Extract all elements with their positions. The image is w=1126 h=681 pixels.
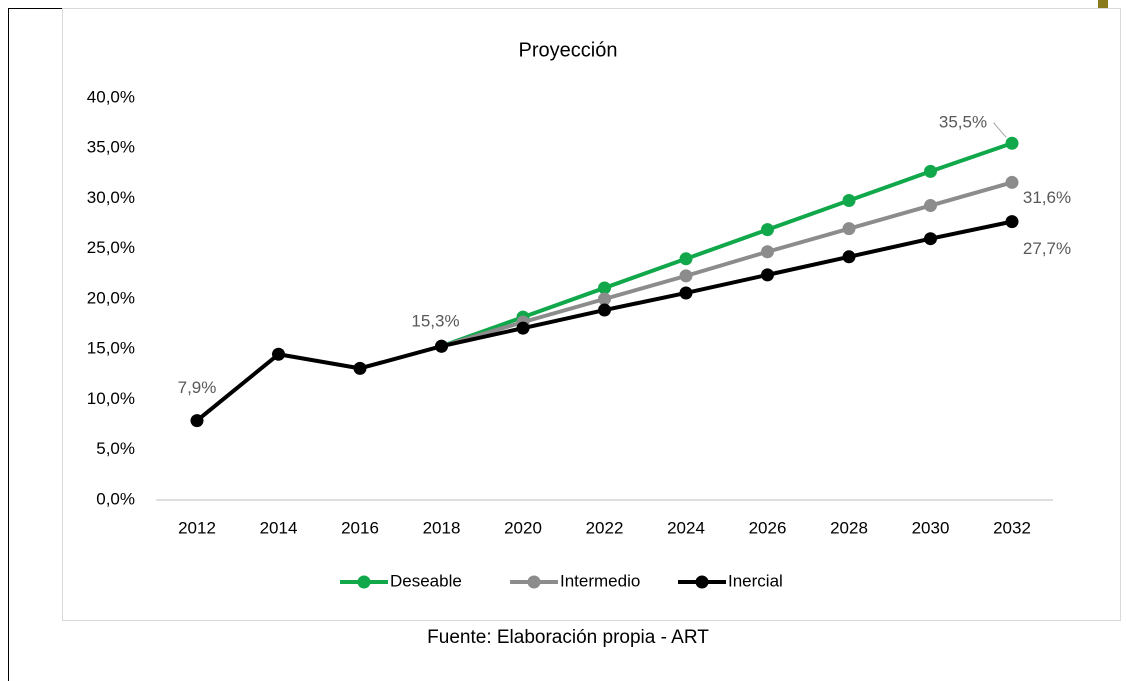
x-tick-label: 2018: [423, 518, 461, 537]
legend-marker: [695, 575, 709, 589]
legend-marker: [527, 575, 541, 589]
corner-decoration: [1098, 0, 1108, 8]
x-tick-label: 2020: [504, 518, 542, 537]
data-label: 7,9%: [178, 378, 217, 397]
x-tick-label: 2028: [830, 518, 868, 537]
point: [761, 245, 774, 259]
point: [842, 194, 856, 208]
chart-frame: [62, 8, 1121, 621]
data-label: 35,5%: [939, 113, 987, 132]
point: [598, 303, 611, 317]
series-line: [440, 180, 1013, 349]
point: [679, 269, 693, 283]
y-tick-label: 5,0%: [96, 439, 135, 458]
y-tick-label: 30,0%: [87, 188, 135, 207]
y-tick-label: 20,0%: [87, 288, 135, 307]
point: [435, 339, 448, 353]
point: [1005, 136, 1019, 150]
x-tick-label: 2030: [912, 518, 950, 537]
leader-line: [992, 122, 1007, 138]
data-label: 15,3%: [411, 312, 459, 331]
x-tick-label: 2022: [586, 518, 624, 537]
point: [598, 292, 611, 306]
x-tick-label: 2032: [993, 518, 1031, 537]
point: [761, 268, 774, 282]
series-line: [440, 141, 1013, 349]
point: [353, 361, 367, 375]
legend-label: Intermedio: [560, 571, 640, 590]
point: [924, 199, 937, 213]
chart-title: Proyección: [519, 39, 618, 61]
y-tick-label: 35,0%: [87, 138, 135, 157]
legend-marker: [357, 575, 371, 589]
x-tick-label: 2016: [341, 518, 379, 537]
y-tick-label: 10,0%: [87, 389, 135, 408]
point: [190, 414, 204, 428]
y-tick-label: 25,0%: [87, 238, 135, 257]
point: [842, 250, 856, 264]
point: [516, 321, 530, 335]
point: [924, 232, 937, 246]
y-tick-label: 0,0%: [96, 489, 135, 508]
legend-label: Inercial: [728, 571, 783, 590]
legend-label: Deseable: [390, 571, 462, 590]
series-line: [195, 219, 1013, 423]
point: [761, 223, 774, 237]
point: [679, 286, 693, 300]
point: [842, 222, 856, 236]
x-tick-label: 2024: [667, 518, 705, 537]
point: [679, 252, 693, 266]
data-label: 31,6%: [1023, 188, 1071, 207]
data-label: 27,7%: [1023, 239, 1071, 258]
point: [272, 347, 285, 361]
x-tick-label: 2026: [749, 518, 787, 537]
x-tick-label: 2014: [260, 518, 298, 537]
point: [1005, 175, 1019, 189]
point: [598, 281, 611, 295]
caption: Fuente: Elaboración propia - ART: [427, 627, 709, 648]
x-tick-label: 2012: [178, 518, 216, 537]
point: [924, 164, 937, 178]
y-tick-label: 40,0%: [87, 87, 135, 106]
y-tick-label: 15,0%: [87, 339, 135, 358]
point: [1005, 215, 1019, 229]
